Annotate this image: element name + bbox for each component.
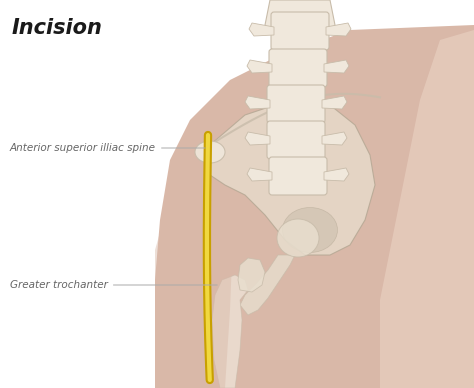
FancyBboxPatch shape xyxy=(269,157,327,195)
Polygon shape xyxy=(380,30,474,388)
Polygon shape xyxy=(247,60,272,73)
Polygon shape xyxy=(205,100,375,255)
Polygon shape xyxy=(322,132,347,145)
Polygon shape xyxy=(249,23,274,36)
Text: Incision: Incision xyxy=(12,18,103,38)
Text: Greater trochanter: Greater trochanter xyxy=(10,280,217,290)
Polygon shape xyxy=(324,168,349,181)
Polygon shape xyxy=(240,255,295,315)
Polygon shape xyxy=(212,275,248,388)
Ellipse shape xyxy=(277,219,319,257)
Polygon shape xyxy=(326,23,351,36)
FancyBboxPatch shape xyxy=(269,49,327,87)
Ellipse shape xyxy=(195,141,225,163)
Polygon shape xyxy=(238,258,265,292)
Polygon shape xyxy=(322,96,347,109)
Polygon shape xyxy=(155,250,235,388)
Polygon shape xyxy=(245,96,270,109)
FancyBboxPatch shape xyxy=(267,85,325,123)
FancyBboxPatch shape xyxy=(271,12,329,50)
Polygon shape xyxy=(155,25,474,388)
Polygon shape xyxy=(265,0,335,48)
Polygon shape xyxy=(155,185,232,388)
FancyBboxPatch shape xyxy=(267,121,325,159)
Text: Anterior superior illiac spine: Anterior superior illiac spine xyxy=(10,143,205,153)
Polygon shape xyxy=(245,132,270,145)
Polygon shape xyxy=(324,60,349,73)
Polygon shape xyxy=(247,168,272,181)
Ellipse shape xyxy=(283,208,337,253)
